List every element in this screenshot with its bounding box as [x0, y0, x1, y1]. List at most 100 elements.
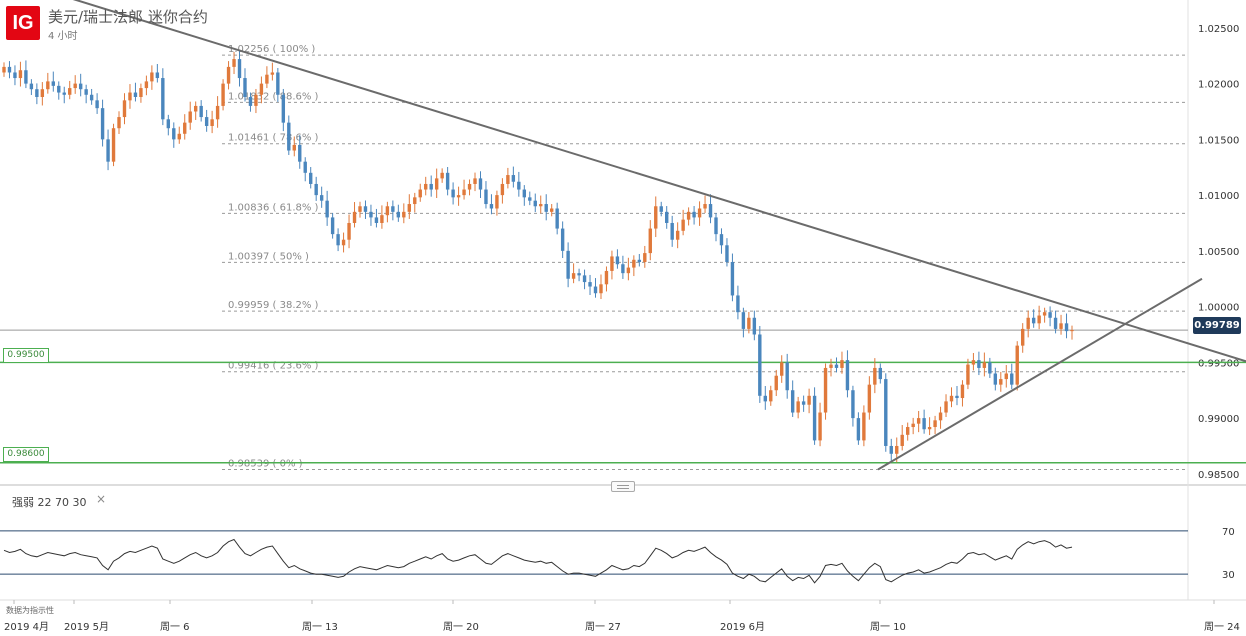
candle-body: [659, 206, 663, 212]
candle-body: [51, 81, 55, 86]
candle-body: [380, 215, 384, 223]
candle-body: [730, 262, 735, 296]
candle-body: [851, 390, 855, 419]
candle-body: [177, 133, 181, 140]
candle-body: [13, 72, 17, 79]
y-tick-label: 1.01500: [1198, 135, 1239, 146]
candle-body: [1026, 317, 1030, 329]
candle-body: [161, 78, 165, 120]
candle-body: [7, 66, 12, 73]
candle-body: [911, 423, 915, 428]
candle-body: [960, 384, 965, 399]
candle-body: [259, 83, 264, 95]
candle-body: [670, 222, 674, 240]
candle-body: [774, 375, 778, 391]
candle-body: [944, 401, 948, 413]
candle-body: [895, 445, 899, 454]
candle-body: [281, 94, 286, 123]
candle-body: [57, 85, 61, 93]
candle-body: [506, 175, 510, 184]
y-tick-label: 1.00000: [1198, 303, 1239, 314]
candle-body: [166, 119, 171, 129]
candle-body: [139, 88, 143, 97]
candle-body: [1021, 328, 1025, 346]
candle-body: [747, 317, 751, 329]
candle-body: [276, 72, 280, 95]
candle-body: [1053, 317, 1058, 329]
candle-body: [533, 200, 537, 207]
candle-body: [796, 401, 800, 413]
candle-body: [298, 144, 302, 162]
candle-body: [834, 364, 839, 368]
candle-body: [303, 161, 307, 173]
candle-body: [150, 72, 154, 82]
candle-body: [1031, 317, 1036, 324]
candle-body: [692, 211, 696, 218]
candle-body: [654, 206, 658, 229]
candle-body: [643, 253, 647, 263]
candle-body: [681, 219, 685, 231]
last-price-tag: 0.99789: [1193, 317, 1241, 334]
candle-body: [922, 418, 926, 430]
candle-body: [867, 384, 872, 413]
y-tick-label: 1.00500: [1198, 247, 1239, 258]
candle-body: [40, 89, 45, 97]
candle-body: [29, 83, 34, 90]
candle-body: [62, 92, 66, 95]
candle-body: [396, 211, 401, 218]
candle-body: [128, 92, 132, 101]
candle-body: [369, 211, 373, 218]
candle-body: [686, 211, 691, 220]
candle-body: [511, 175, 516, 182]
candle-body: [823, 367, 828, 413]
candle-body: [243, 78, 247, 97]
candle-body: [790, 390, 795, 413]
candle-body: [873, 367, 877, 385]
candle-body: [215, 105, 220, 120]
candle-body: [1010, 373, 1014, 385]
candle-body: [599, 284, 603, 294]
candle-body: [226, 66, 231, 84]
candle-body: [73, 83, 77, 89]
candle-body: [462, 189, 466, 196]
candle-body: [183, 122, 187, 134]
candle-body: [188, 111, 192, 123]
candle-body: [1037, 315, 1041, 324]
y-tick-label: 1.02000: [1198, 80, 1239, 91]
timeframe-label: 4 小时: [48, 31, 78, 42]
candle-body: [489, 204, 494, 209]
data-disclaimer: 数据为指示性: [6, 606, 54, 615]
candle-body: [133, 92, 138, 97]
candle-body: [818, 412, 822, 441]
candle-body: [199, 105, 203, 118]
candle-body: [708, 204, 713, 218]
close-icon[interactable]: ×: [96, 492, 107, 506]
instrument-title: 美元/瑞士法郎 迷你合约: [48, 8, 208, 26]
candle-body: [829, 364, 833, 368]
candle-body: [615, 256, 620, 265]
candle-body: [840, 360, 844, 368]
candle-body: [741, 312, 746, 329]
candle-body: [736, 295, 740, 313]
y-tick-label: 1.02500: [1198, 24, 1239, 35]
fib-level-label: 0.99416 ( 23.6% ): [228, 361, 319, 372]
candle-body: [358, 206, 362, 212]
fib-level-label: 1.00397 ( 50% ): [228, 251, 309, 262]
candle-body: [528, 197, 532, 201]
candle-body: [593, 286, 598, 294]
candle-body: [1042, 312, 1047, 316]
candle-body: [314, 183, 318, 196]
pane-resize-handle[interactable]: [611, 481, 635, 492]
fib-level-label: 1.01461 ( 78.6% ): [228, 133, 319, 144]
candle-body: [571, 273, 576, 279]
candle-body: [363, 206, 368, 212]
candle-body: [758, 334, 762, 396]
candle-body: [637, 259, 642, 263]
candle-body: [341, 239, 346, 246]
ig-logo: IG: [6, 6, 40, 40]
candle-body: [648, 228, 652, 254]
candle-body: [319, 195, 324, 201]
candle-body: [385, 206, 390, 216]
candle-body: [336, 234, 340, 246]
